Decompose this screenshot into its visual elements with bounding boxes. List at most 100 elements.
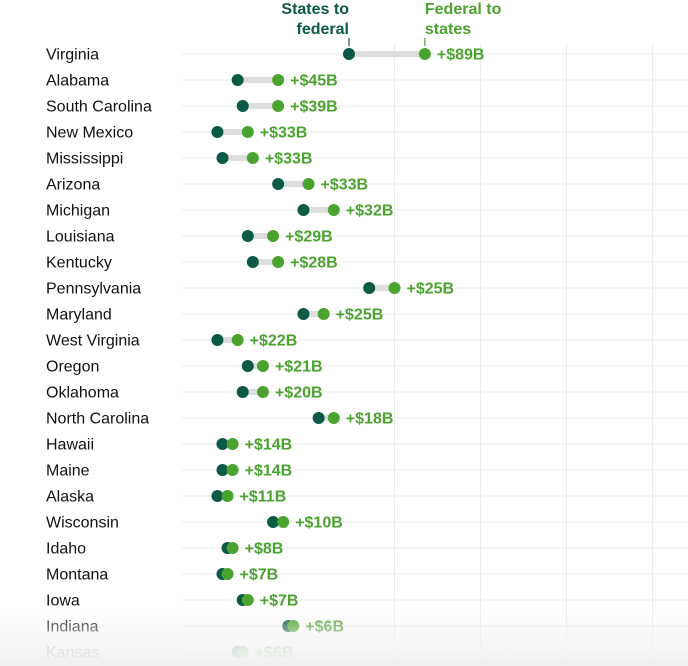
federal-to-states-dot (277, 516, 290, 528)
federal-to-states-dot (272, 74, 285, 86)
chart-row: Hawaii +$14B (46, 437, 292, 454)
federal-to-states-dot (226, 438, 239, 450)
difference-label: +$21B (275, 359, 323, 376)
federal-to-states-dot (226, 542, 239, 554)
states-to-federal-dot (231, 74, 244, 86)
difference-label: +$33B (265, 151, 313, 168)
states-to-federal-dot (211, 126, 224, 138)
federal-to-states-dot (256, 360, 269, 372)
state-label: Alaska (46, 489, 94, 506)
difference-label: +$22B (250, 333, 298, 350)
federal-to-states-dot (241, 126, 254, 138)
federal-to-states-dot (327, 412, 340, 424)
difference-label: +$32B (346, 203, 394, 220)
difference-label: +$18B (346, 411, 394, 428)
chart-row: Oklahoma +$20B (46, 385, 323, 402)
difference-label: +$89B (437, 47, 485, 64)
federal-to-states-dot (317, 308, 330, 320)
state-label: Wisconsin (46, 515, 119, 532)
state-label: South Carolina (46, 99, 152, 116)
chart-row: Iowa +$7B (46, 593, 298, 610)
states-to-federal-dot (272, 178, 285, 190)
legend: States to federal Federal to states (281, 1, 502, 46)
difference-label: +$7B (260, 593, 299, 610)
states-to-federal-dot (216, 464, 229, 476)
chart-row: Virginia +$89B (46, 47, 484, 64)
difference-label: +$8B (245, 541, 284, 558)
states-to-federal-dot (241, 360, 254, 372)
rows-layer: Virginia +$89B Alabama +$45B South Carolina +… (46, 47, 484, 662)
federal-to-states-dot (256, 386, 269, 398)
chart-row: New Mexico +$33B (46, 125, 307, 142)
state-label: Pennsylvania (46, 281, 141, 298)
state-label: Idaho (46, 541, 86, 558)
state-label: Virginia (46, 47, 99, 64)
difference-label: +$33B (260, 125, 308, 142)
state-label: Michigan (46, 203, 110, 220)
difference-label: +$14B (245, 463, 293, 480)
federal-to-states-dot (287, 620, 300, 632)
chart-row: Michigan +$32B (46, 203, 393, 220)
chart-row: Maine +$14B (46, 463, 292, 480)
chart-row: Maryland +$25B (46, 307, 383, 324)
chart-row: North Carolina +$18B (46, 411, 393, 428)
federal-to-states-dot (231, 334, 244, 346)
legend-states-to-federal-line-2: federal (297, 21, 349, 38)
states-to-federal-dot (211, 334, 224, 346)
federal-to-states-dot (236, 646, 249, 658)
legend-federal-to-states-line-1: Federal to (425, 1, 502, 18)
difference-label: +$25B (407, 281, 455, 298)
states-to-federal-dot (297, 308, 310, 320)
states-to-federal-dot (267, 516, 280, 528)
difference-label: +$7B (240, 567, 279, 584)
difference-label: +$11B (240, 489, 287, 506)
federal-to-states-dot (221, 568, 234, 580)
federal-to-states-dot (246, 152, 259, 164)
state-label: Louisiana (46, 229, 115, 246)
state-label: Hawaii (46, 437, 94, 454)
chart-row: Idaho +$8B (46, 541, 283, 558)
chart-row: Louisiana +$29B (46, 229, 333, 246)
chart-row: South Carolina +$39B (46, 99, 338, 116)
federal-to-states-dot (226, 464, 239, 476)
states-to-federal-dot (236, 386, 249, 398)
state-label: New Mexico (46, 125, 133, 142)
chart-row: Wisconsin +$10B (46, 515, 343, 532)
federal-to-states-dot (418, 48, 431, 60)
difference-label: +$25B (336, 307, 384, 324)
states-to-federal-dot (342, 48, 355, 60)
states-to-federal-dot (211, 490, 224, 502)
difference-label: +$45B (290, 73, 338, 90)
federal-to-states-dot (327, 204, 340, 216)
federal-to-states-dot (272, 100, 285, 112)
difference-label: +$10B (295, 515, 343, 532)
chart-row: Alabama +$45B (46, 73, 338, 90)
federal-to-states-dot (302, 178, 315, 190)
difference-label: +$6B (305, 619, 344, 636)
states-to-federal-dot (216, 438, 229, 450)
chart-row: Montana +$7B (46, 567, 278, 584)
difference-label: +$14B (245, 437, 293, 454)
difference-label: +$6B (255, 645, 294, 662)
chart-row: Mississippi +$33B (46, 151, 312, 168)
states-to-federal-dot (246, 256, 259, 268)
state-label: Oklahoma (46, 385, 119, 402)
difference-label: +$29B (285, 229, 333, 246)
states-to-federal-dot (312, 412, 325, 424)
states-to-federal-dot (216, 152, 229, 164)
state-label: Iowa (46, 593, 80, 610)
difference-label: +$28B (290, 255, 338, 272)
legend-federal-to-states-line-2: states (425, 21, 471, 38)
state-label: Kentucky (46, 255, 112, 272)
chart-row: Pennsylvania +$25B (46, 281, 454, 298)
states-to-federal-dot (241, 230, 254, 242)
difference-label: +$33B (321, 177, 369, 194)
federal-to-states-dot (221, 490, 234, 502)
chart-row: Kansas +$6B (46, 645, 293, 662)
state-label: Montana (46, 567, 108, 584)
federal-to-states-dot (272, 256, 285, 268)
chart-row: Alaska +$11B (46, 489, 286, 506)
federal-to-states-dot (267, 230, 280, 242)
state-label: Arizona (46, 177, 100, 194)
state-label: Kansas (46, 645, 99, 662)
